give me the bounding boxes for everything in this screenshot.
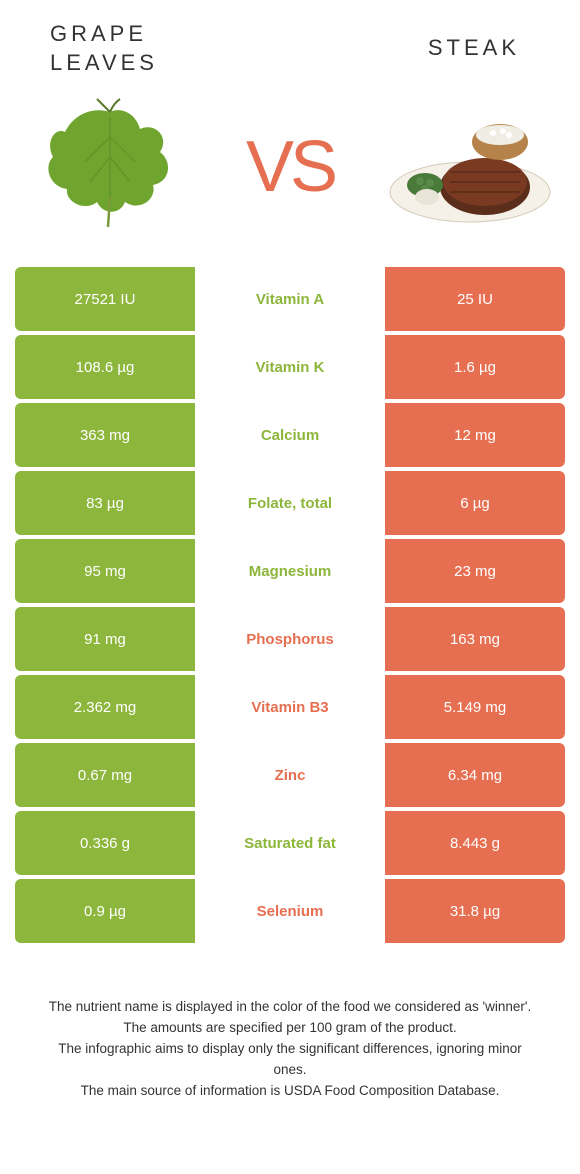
left-value: 95 mg [15, 539, 195, 603]
right-value: 163 mg [385, 607, 565, 671]
nutrient-name: Vitamin K [195, 335, 385, 399]
left-value: 2.362 mg [15, 675, 195, 739]
steak-image [385, 97, 555, 237]
left-value: 0.67 mg [15, 743, 195, 807]
nutrient-name: Vitamin B3 [195, 675, 385, 739]
footer-line: The infographic aims to display only the… [40, 1039, 540, 1081]
table-row: 83 µgFolate, total6 µg [15, 471, 565, 535]
table-row: 95 mgMagnesium23 mg [15, 539, 565, 603]
table-row: 2.362 mgVitamin B35.149 mg [15, 675, 565, 739]
footer-line: The amounts are specified per 100 gram o… [40, 1018, 540, 1039]
footer-notes: The nutrient name is displayed in the co… [0, 947, 580, 1122]
nutrient-name: Vitamin A [195, 267, 385, 331]
comparison-table: 27521 IUVitamin A25 IU108.6 µgVitamin K1… [0, 267, 580, 943]
right-value: 5.149 mg [385, 675, 565, 739]
table-row: 0.9 µgSelenium31.8 µg [15, 879, 565, 943]
right-value: 31.8 µg [385, 879, 565, 943]
images-row: VS [0, 87, 580, 267]
right-value: 6.34 mg [385, 743, 565, 807]
left-value: 0.9 µg [15, 879, 195, 943]
nutrient-name: Selenium [195, 879, 385, 943]
leaf-icon [35, 97, 185, 237]
right-value: 6 µg [385, 471, 565, 535]
nutrient-name: Folate, total [195, 471, 385, 535]
left-value: 363 mg [15, 403, 195, 467]
vs-label: VS [246, 126, 334, 208]
right-value: 12 mg [385, 403, 565, 467]
table-row: 363 mgCalcium12 mg [15, 403, 565, 467]
left-value: 83 µg [15, 471, 195, 535]
steak-icon [385, 107, 555, 227]
table-row: 27521 IUVitamin A25 IU [15, 267, 565, 331]
left-value: 27521 IU [15, 267, 195, 331]
right-value: 23 mg [385, 539, 565, 603]
nutrient-name: Zinc [195, 743, 385, 807]
nutrient-name: Magnesium [195, 539, 385, 603]
nutrient-name: Calcium [195, 403, 385, 467]
left-value: 0.336 g [15, 811, 195, 875]
footer-line: The main source of information is USDA F… [40, 1081, 540, 1102]
grape-leaf-image [25, 97, 195, 237]
table-row: 0.67 mgZinc6.34 mg [15, 743, 565, 807]
nutrient-name: Phosphorus [195, 607, 385, 671]
left-value: 91 mg [15, 607, 195, 671]
food-title-left: GRAPELEAVES [30, 20, 285, 77]
food-title-right: STEAK [285, 34, 550, 63]
right-value: 1.6 µg [385, 335, 565, 399]
right-value: 8.443 g [385, 811, 565, 875]
table-row: 108.6 µgVitamin K1.6 µg [15, 335, 565, 399]
table-row: 91 mgPhosphorus163 mg [15, 607, 565, 671]
table-row: 0.336 gSaturated fat8.443 g [15, 811, 565, 875]
right-value: 25 IU [385, 267, 565, 331]
left-value: 108.6 µg [15, 335, 195, 399]
nutrient-name: Saturated fat [195, 811, 385, 875]
footer-line: The nutrient name is displayed in the co… [40, 997, 540, 1018]
header: GRAPELEAVES STEAK [0, 0, 580, 87]
